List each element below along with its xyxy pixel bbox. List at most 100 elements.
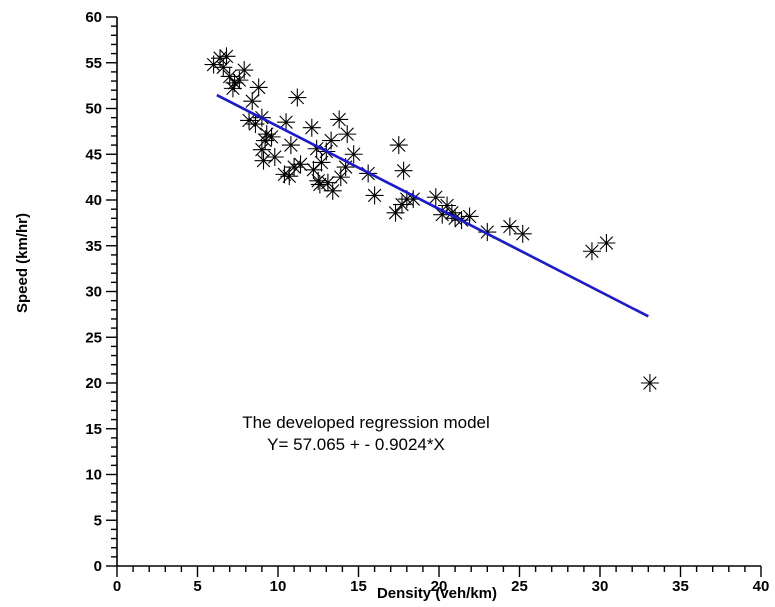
data-point — [460, 207, 479, 226]
data-point-stroke — [480, 225, 495, 239]
data-point-stroke — [321, 175, 335, 190]
axis-tick-labels: 0 5 10 15 20 25 30 35 40 45 50 55 60 0 5 10 15 20 25 30 35 40 — [85, 9, 769, 595]
data-point-stroke — [232, 73, 247, 87]
regression-annotation-line2: Y= 57.065 + - 0.9024*X — [267, 435, 445, 454]
data-point-stroke — [346, 147, 361, 162]
x-tick-label: 0 — [113, 578, 121, 595]
data-point — [331, 168, 350, 187]
data-point — [582, 242, 601, 261]
data-point-stroke — [367, 188, 382, 203]
x-tick-label: 25 — [511, 578, 528, 595]
data-point-stroke — [503, 219, 517, 234]
data-point — [291, 155, 310, 174]
y-tick-label: 15 — [85, 421, 102, 438]
data-point — [257, 125, 276, 144]
data-point-stroke — [334, 170, 348, 184]
data-point-stroke — [340, 127, 354, 141]
data-point-stroke — [462, 209, 477, 224]
data-point-stroke — [396, 163, 411, 178]
y-tick-label: 35 — [85, 238, 102, 255]
y-axis-title: Speed (km/hr) — [14, 213, 31, 313]
data-point — [309, 171, 328, 190]
data-point-stroke — [290, 90, 305, 105]
data-point-stroke — [585, 244, 599, 258]
data-point-stroke — [222, 69, 237, 84]
y-tick-label: 55 — [85, 55, 102, 72]
axis-ticks — [106, 16, 762, 577]
data-point — [252, 140, 271, 159]
data-point — [338, 125, 357, 144]
data-point-stroke — [219, 49, 234, 64]
data-point-stroke — [293, 157, 308, 172]
data-point — [288, 88, 307, 107]
data-point — [513, 224, 532, 243]
x-tick-label: 15 — [350, 578, 367, 595]
data-point-stroke — [643, 376, 657, 390]
x-tick-label: 5 — [193, 578, 201, 595]
y-tick-label: 0 — [94, 558, 102, 575]
chart-axes — [116, 17, 761, 567]
data-point — [640, 374, 659, 392]
data-point — [265, 147, 284, 166]
data-point — [438, 196, 457, 215]
data-point — [277, 113, 296, 132]
data-point — [394, 161, 413, 180]
data-point — [281, 136, 300, 155]
data-point — [249, 78, 268, 97]
data-point — [323, 181, 342, 200]
x-tick-label: 10 — [270, 578, 287, 595]
data-point-stroke — [255, 142, 269, 157]
data-point-stroke — [435, 207, 449, 222]
data-point — [344, 145, 363, 164]
data-point-stroke — [332, 112, 346, 127]
data-point-stroke — [388, 206, 403, 220]
data-point-stroke — [227, 76, 242, 90]
data-point — [330, 110, 349, 129]
data-point-stroke — [268, 150, 282, 164]
data-point-stroke — [277, 167, 292, 182]
data-point — [318, 173, 337, 192]
data-point-stroke — [599, 236, 614, 250]
data-point-stroke — [282, 169, 297, 183]
data-point-stroke — [284, 138, 298, 152]
data-point-stroke — [306, 163, 321, 177]
y-tick-label: 50 — [85, 101, 102, 118]
regression-line — [216, 93, 649, 318]
y-tick-label: 10 — [85, 467, 102, 484]
data-point — [225, 73, 244, 92]
y-tick-label: 45 — [85, 146, 102, 163]
data-point-stroke — [279, 115, 293, 129]
x-tick-label: 20 — [431, 578, 448, 595]
data-point-stroke — [226, 81, 240, 96]
data-point — [217, 47, 236, 66]
data-point-stroke — [445, 206, 459, 220]
data-point-stroke — [258, 133, 272, 148]
data-point — [500, 217, 519, 236]
data-point-stroke — [242, 113, 256, 128]
x-tick-label: 40 — [753, 578, 770, 595]
data-point — [214, 58, 233, 77]
data-point-stroke — [256, 153, 271, 168]
x-tick-label: 35 — [672, 578, 689, 595]
data-point — [254, 151, 273, 170]
data-point — [426, 188, 445, 207]
y-tick-label: 5 — [94, 512, 102, 529]
data-point — [280, 167, 299, 186]
data-point-stroke — [313, 177, 327, 192]
data-point-stroke — [251, 80, 266, 95]
data-point-stroke — [406, 192, 420, 206]
data-point — [322, 131, 341, 150]
data-point — [235, 61, 254, 80]
data-points — [204, 47, 659, 392]
y-tick-label: 30 — [85, 284, 102, 301]
data-point — [243, 92, 262, 111]
data-point-stroke — [391, 138, 406, 152]
data-point-stroke — [515, 227, 530, 241]
data-point — [230, 71, 249, 90]
y-tick-label: 40 — [85, 192, 102, 209]
data-point — [256, 131, 275, 150]
data-point-stroke — [216, 60, 231, 75]
x-axis-title: Density (veh/km) — [377, 585, 497, 602]
x-tick-label: 30 — [592, 578, 609, 595]
